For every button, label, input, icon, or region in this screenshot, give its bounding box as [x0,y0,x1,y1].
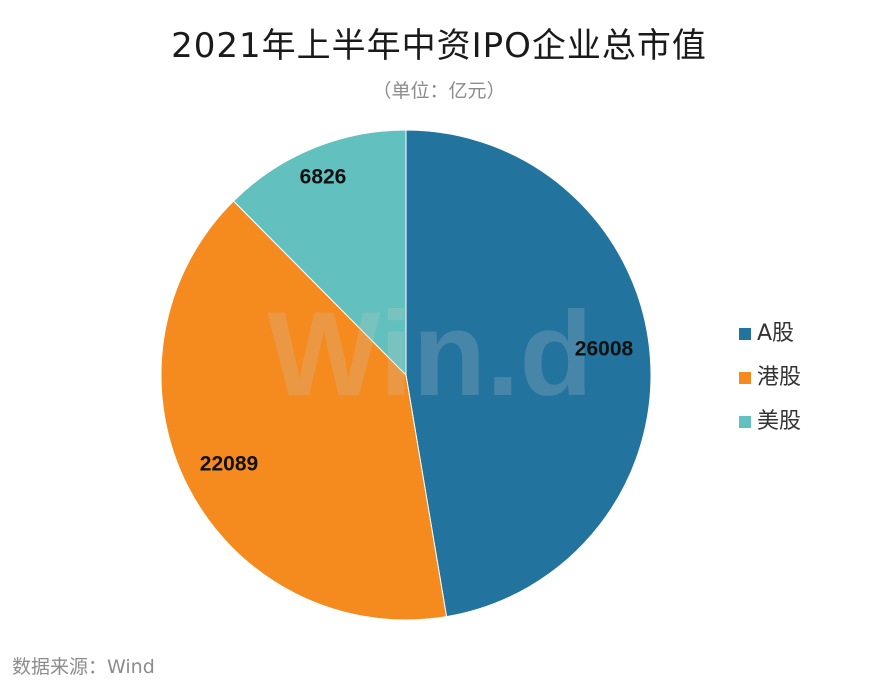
watermark: Win.d [267,287,593,421]
pie-slice-1 [405,129,652,618]
legend-swatch-1 [739,328,751,340]
pie-slice-3 [232,129,407,377]
legend-label-2: 港股 [757,365,801,390]
source-note: 数据来源：Wind [12,656,155,678]
pie-data-labels: 26008 22089 6826 [200,166,634,476]
data-label-3: 6826 [300,166,347,189]
pie-slice-2 [160,200,448,621]
legend-swatch-2 [739,372,751,384]
legend-label-3: 美股 [757,409,801,434]
chart-title: 2021年上半年中资IPO企业总市值 [171,26,707,66]
legend-swatch-3 [739,416,751,428]
data-label-2: 22089 [200,453,258,476]
legend-label-1: A股 [757,321,794,346]
chart-subtitle: （单位：亿元） [372,80,506,102]
pie-slices [160,129,652,621]
data-label-1: 26008 [575,338,634,361]
